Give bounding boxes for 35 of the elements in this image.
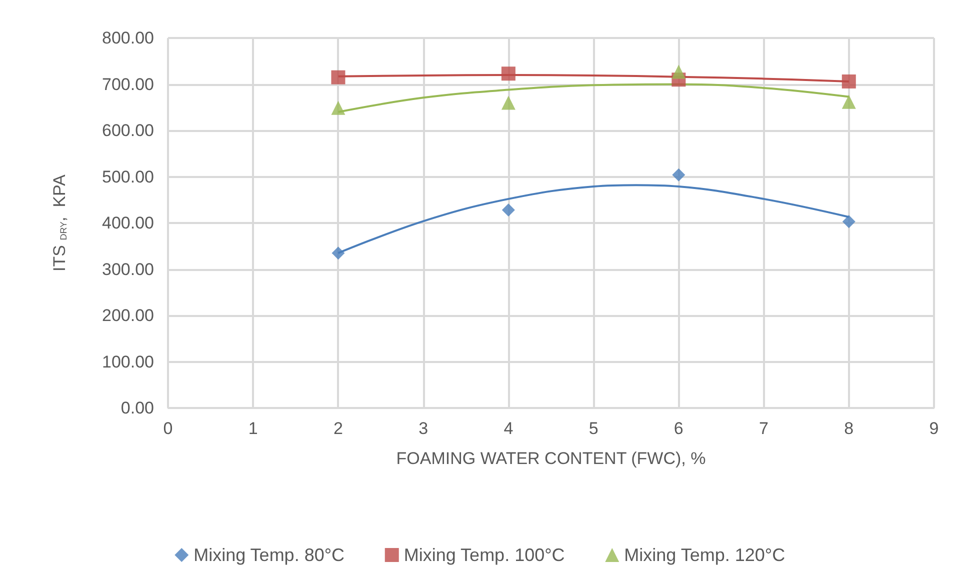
legend-label: Mixing Temp. 120°C — [624, 545, 786, 565]
point — [501, 96, 516, 110]
x-tick-label: 6 — [674, 419, 684, 438]
x-tick-label: 1 — [248, 419, 258, 438]
point — [672, 64, 686, 79]
y-tick-label: 200.00 — [102, 306, 154, 325]
point — [502, 204, 515, 217]
point — [842, 74, 856, 88]
y-tick-label: 700.00 — [102, 74, 154, 94]
legend-label: Mixing Temp. 100°C — [404, 545, 565, 565]
point — [672, 168, 686, 182]
y-axis-title: ITS DRY, KPA — [50, 174, 69, 272]
y-tick-label: 600.00 — [102, 121, 154, 140]
y-tick-label: 0.00 — [120, 398, 154, 418]
x-tick-label: 4 — [504, 419, 514, 438]
x-tick-label: 8 — [844, 419, 854, 438]
x-tick-label: 9 — [929, 419, 939, 438]
x-tick-label: 7 — [759, 419, 769, 438]
point — [842, 94, 856, 109]
y-tick-label: 400.00 — [102, 214, 154, 232]
y-tick-label: 300.00 — [102, 260, 154, 279]
point — [331, 100, 346, 115]
x-tick-label: 0 — [163, 419, 173, 438]
x-tick-label: 2 — [333, 419, 343, 438]
point — [332, 246, 345, 260]
point — [331, 70, 346, 84]
y-tick-label: 100.00 — [102, 352, 154, 372]
point — [842, 215, 856, 228]
y-tick-label: 800.00 — [102, 28, 154, 48]
x-tick-label: 5 — [588, 419, 598, 438]
x-axis-title: FOAMING WATER CONTENT (FWC), % — [396, 449, 706, 468]
legend-label: Mixing Temp. 80°C — [194, 545, 345, 565]
x-tick-label: 3 — [418, 419, 428, 438]
point — [501, 66, 516, 81]
y-tick-label: 500.00 — [102, 167, 154, 186]
